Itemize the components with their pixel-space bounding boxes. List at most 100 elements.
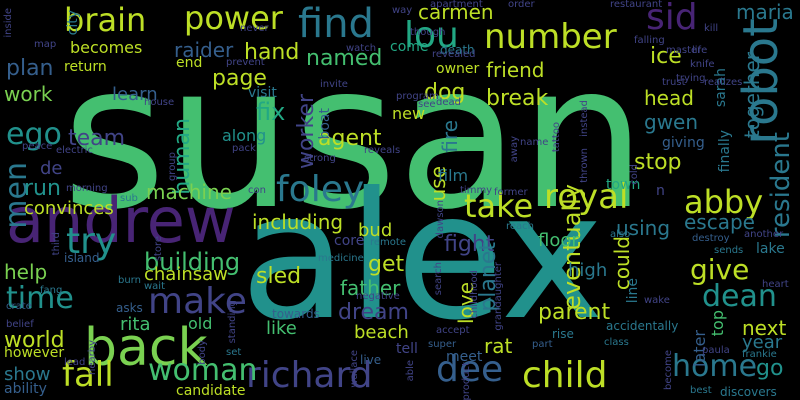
word-tattoo: tattoo <box>551 122 562 153</box>
word-super: super <box>428 339 457 350</box>
word-sub: sub <box>120 193 138 204</box>
word-timmy: timmy <box>460 185 493 196</box>
word-line: line <box>625 278 641 304</box>
word-owner: owner <box>436 61 480 77</box>
word-also: also <box>610 229 631 240</box>
word-able: able <box>405 360 416 382</box>
word-alex: alex <box>240 156 605 359</box>
word-away: away <box>509 136 520 163</box>
word-visit: visit <box>248 85 277 101</box>
word-part: part <box>532 339 553 350</box>
word-richard: richard <box>246 355 373 396</box>
word-return: return <box>64 59 107 75</box>
word-revealed: revealed <box>432 49 476 60</box>
word-end: end <box>176 55 203 71</box>
word-belief: belief <box>6 319 34 330</box>
word-dawson: dawson <box>435 200 446 239</box>
word-show: show <box>4 364 51 385</box>
word-reach: reach <box>506 221 535 232</box>
word-friend: friend <box>486 58 545 82</box>
word-search: search <box>433 262 444 296</box>
word-third: third <box>51 232 62 256</box>
word-lead: lead <box>64 357 86 368</box>
word-negative: negative <box>356 291 400 302</box>
word-giving: giving <box>662 135 705 151</box>
word-machine: machine <box>146 180 232 204</box>
word-becomes: becomes <box>70 38 143 57</box>
word-island: island <box>64 251 100 265</box>
word-including: including <box>252 210 344 234</box>
word-wake: wake <box>644 295 670 306</box>
word-become: become <box>663 350 674 391</box>
word-instead: instead <box>579 100 590 137</box>
word-reveals: reveals <box>364 145 401 156</box>
word-fire: fire <box>438 120 462 153</box>
word-see: see <box>418 99 436 110</box>
word-de: de <box>40 158 63 179</box>
word-class: class <box>604 337 629 348</box>
word-go: go <box>756 356 784 381</box>
word-tell: tell <box>396 341 418 357</box>
word-restaurant: restaurant <box>610 0 663 10</box>
word-page: page <box>212 66 267 91</box>
word-resident: resident <box>766 132 796 239</box>
word-dead: dead <box>436 97 461 108</box>
word-new: new <box>392 104 426 123</box>
word-apartment: apartment <box>430 0 483 10</box>
word-rise: rise <box>552 327 574 341</box>
word-product: product <box>461 361 472 400</box>
word-falling: falling <box>634 35 665 46</box>
word-name: name <box>520 137 549 148</box>
word-sid: sid <box>646 0 698 38</box>
word-next: next <box>742 316 787 340</box>
word-number: number <box>484 17 617 57</box>
word-never: never <box>240 23 269 34</box>
word-watch: watch <box>346 43 377 54</box>
word-ice: ice <box>650 44 682 69</box>
word-city: city <box>65 10 81 36</box>
word-medicine: medicine <box>318 253 364 264</box>
word-finally: finally <box>717 130 733 173</box>
word-lake: lake <box>756 241 785 257</box>
word-father: father <box>340 276 401 300</box>
word-dean: dean <box>702 279 777 314</box>
word-top: top <box>708 310 727 337</box>
word-inside: inside <box>3 8 14 38</box>
word-run: run <box>24 176 61 201</box>
word-floor: floor <box>538 230 579 251</box>
word-try: try <box>66 221 117 262</box>
word-take: take <box>464 187 534 225</box>
word-lou: lou <box>404 15 459 56</box>
word-bud: bud <box>358 220 393 241</box>
word-plan: plan <box>6 56 54 81</box>
word-sends: sends <box>714 245 744 256</box>
word-however: however <box>4 345 65 361</box>
word-beach: beach <box>354 322 409 343</box>
word-rat: rat <box>484 334 513 358</box>
word-set: set <box>226 347 242 358</box>
word-kill: kill <box>704 23 719 34</box>
word-home: home <box>672 349 758 384</box>
word-maria: maria <box>736 0 794 24</box>
word-carmen: carmen <box>418 0 494 24</box>
word-woman: woman <box>148 353 258 388</box>
word-film: film <box>438 166 469 185</box>
word-trying: trying <box>676 73 706 84</box>
word-royal: royal <box>544 177 629 217</box>
word-fang: fang <box>40 285 63 296</box>
word-dream: dream <box>338 300 409 325</box>
word-strong: strong <box>304 153 336 164</box>
word-best: best <box>690 385 712 396</box>
word-team: team <box>68 126 126 151</box>
word-fight: fight <box>444 232 495 257</box>
word-escape: escape <box>684 210 755 234</box>
word-ego: ego <box>6 117 62 152</box>
word-death: death <box>440 43 475 57</box>
word-back: back <box>84 318 208 378</box>
word-program: program <box>396 91 439 102</box>
word-grandaughter: grandaughter <box>493 262 504 331</box>
word-find: find <box>298 1 374 47</box>
word-house: house <box>144 97 175 108</box>
word-core: core <box>334 233 365 249</box>
